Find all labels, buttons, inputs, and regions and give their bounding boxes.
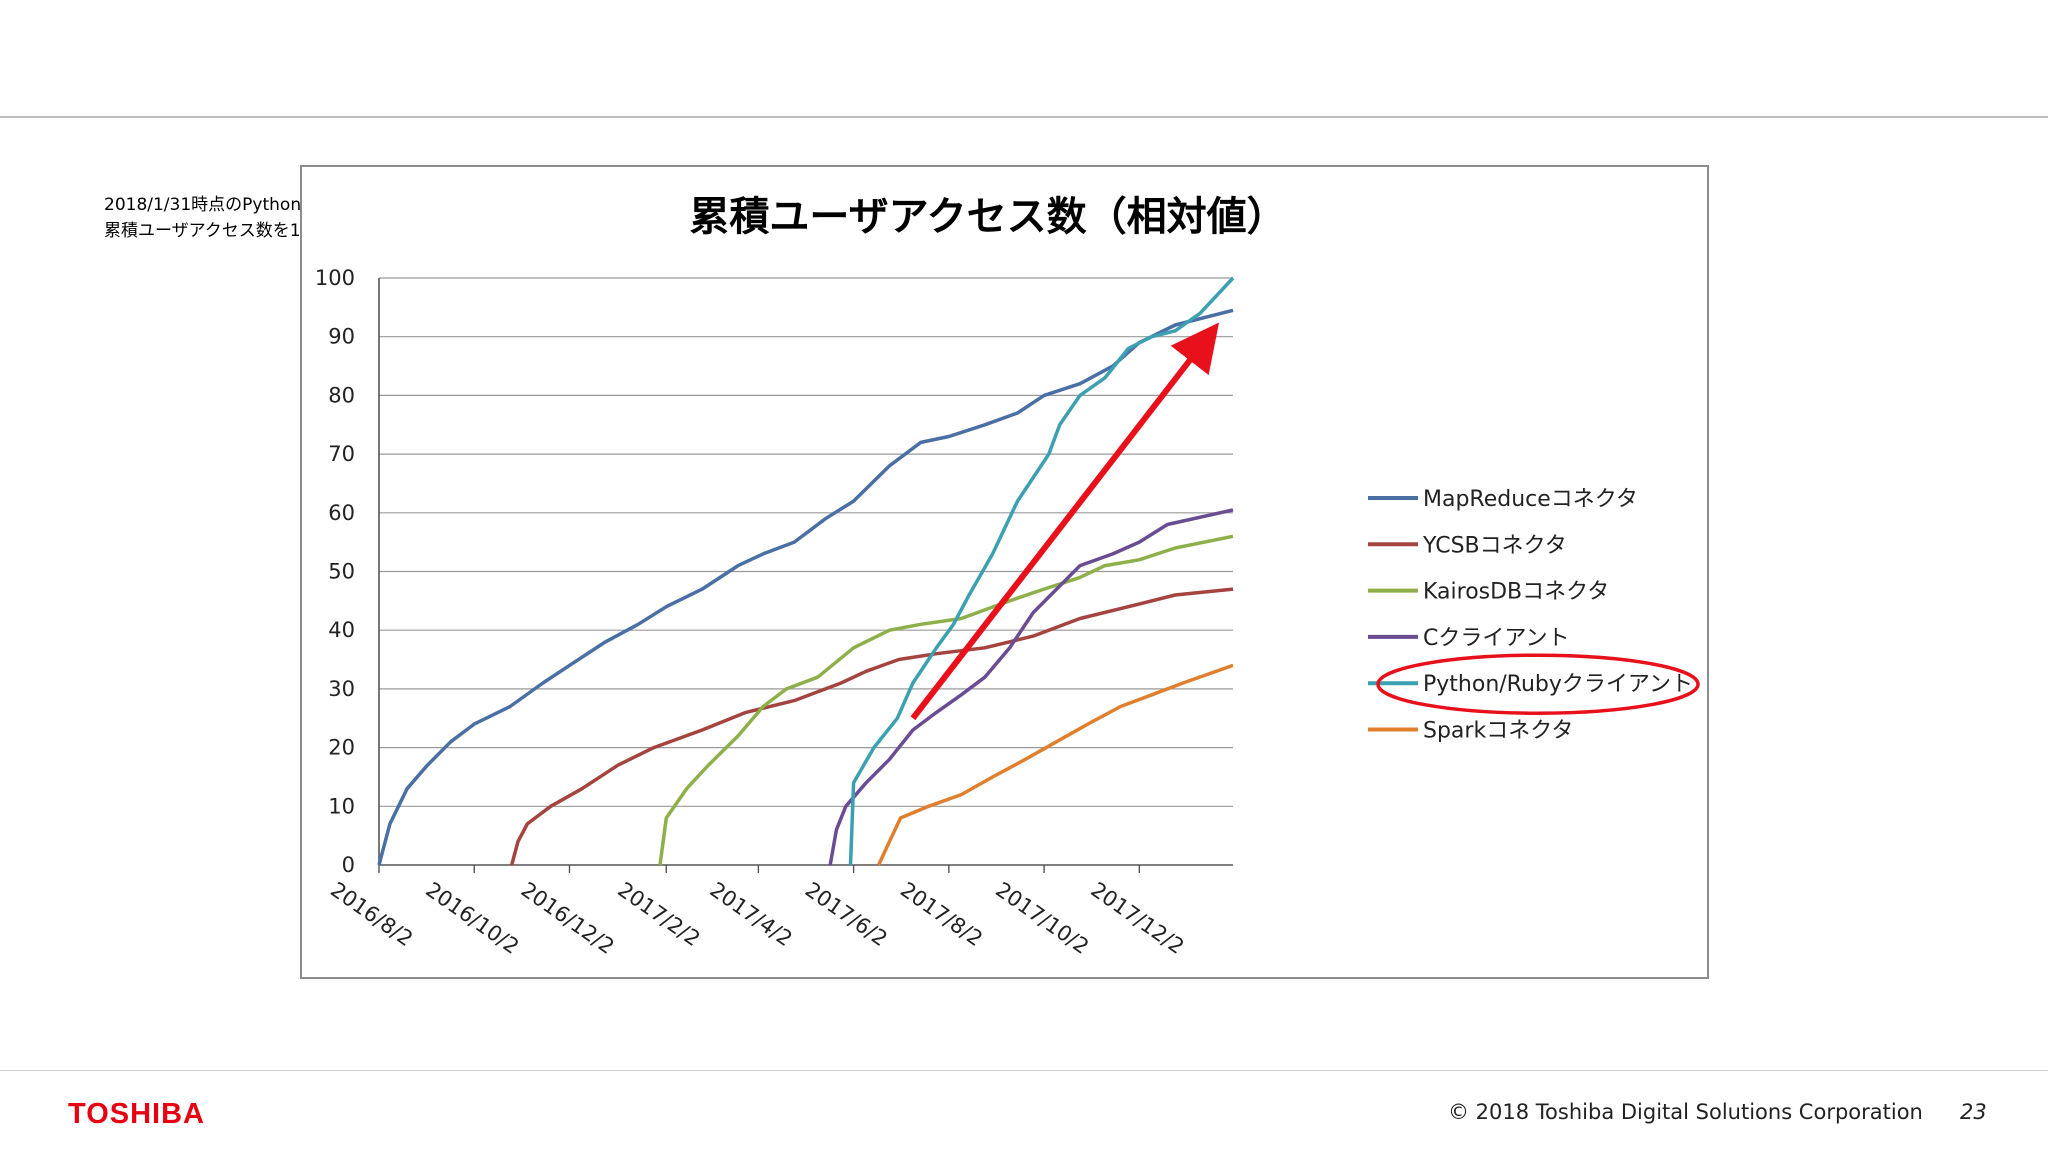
trend-arrow (910, 322, 1220, 721)
x-tick-label: 2017/8/2 (896, 877, 987, 951)
y-tick-label: 20 (328, 736, 355, 760)
x-tick-label: 2016/10/2 (421, 877, 523, 958)
series-line-3 (658, 534, 1234, 866)
x-tick-label: 2017/10/2 (991, 877, 1093, 958)
page-number: 23 (1960, 1100, 1987, 1124)
x-tick-label: 2016/8/2 (326, 877, 417, 951)
series-line-5 (848, 276, 1235, 866)
copyright-text: © 2018 Toshiba Digital Solutions Corpora… (1448, 1100, 1923, 1124)
y-tick-label: 100 (315, 266, 355, 290)
legend-label-1: MapReduceコネクタ (1423, 487, 1638, 512)
y-tick-label: 10 (328, 794, 355, 818)
y-axis: 0 10 20 30 40 50 60 70 80 90 100 (315, 266, 380, 877)
legend-label-4: Cクライアント (1423, 626, 1569, 651)
y-tick-label: 70 (328, 442, 355, 466)
x-tick-label: 2016/12/2 (517, 877, 619, 958)
chart-gridlines (379, 277, 1233, 866)
y-tick-label: 80 (328, 383, 355, 407)
x-tick-label: 2017/6/2 (801, 877, 892, 951)
chart-legend: MapReduceコネクタ YCSBコネクタ KairosDBコネクタ Cクライアント… (1368, 487, 1693, 744)
chart-title: 累積ユーザアクセス数（相対値） (689, 194, 1286, 240)
y-tick-label: 40 (328, 618, 355, 642)
highlight-ellipse (1376, 653, 1700, 715)
series-line-1 (377, 308, 1234, 866)
series-line-2 (510, 587, 1234, 866)
legend-label-6: Sparkコネクタ (1423, 719, 1573, 744)
series-line-6 (877, 663, 1234, 866)
legend-label-2: YCSBコネクタ (1422, 533, 1567, 558)
y-tick-label: 0 (342, 853, 355, 877)
x-tick-label: 2017/2/2 (613, 877, 704, 951)
chart-series (377, 276, 1235, 866)
y-tick-label: 50 (328, 560, 355, 584)
header-divider (0, 116, 2048, 118)
x-tick-label: 2017/12/2 (1086, 877, 1188, 958)
y-tick-label: 60 (328, 501, 355, 525)
chart-annotations (910, 322, 1700, 721)
series-line-4 (828, 508, 1234, 866)
y-tick-label: 90 (328, 325, 355, 349)
footer-divider (0, 1070, 2048, 1071)
y-tick-label: 30 (328, 677, 355, 701)
legend-label-5: Python/Rubyクライアント (1423, 672, 1693, 697)
legend-label-3: KairosDBコネクタ (1423, 580, 1609, 605)
x-tick-label: 2017/4/2 (706, 877, 797, 951)
toshiba-logo: TOSHIBA (68, 1098, 205, 1130)
